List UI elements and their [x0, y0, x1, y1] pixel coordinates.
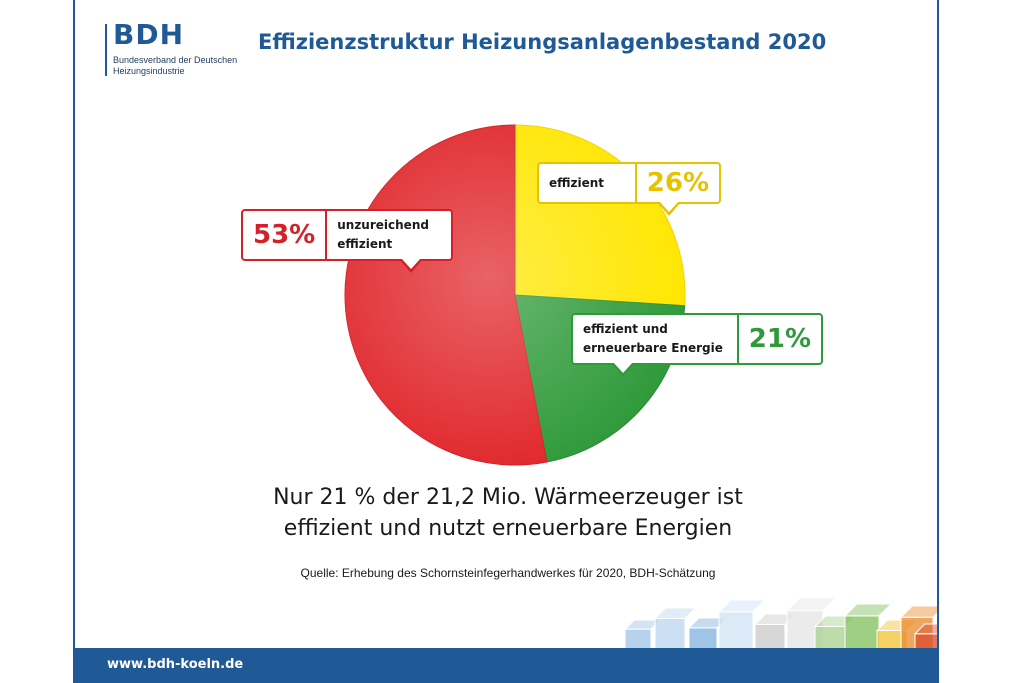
headline: Nur 21 % der 21,2 Mio. Wärmeerzeuger ist…: [75, 482, 937, 544]
footer-url-link[interactable]: www.bdh-koeln.de: [107, 657, 244, 672]
cube-face: [654, 618, 686, 650]
chart-title: Effizienzstruktur Heizungsanlagenbestand…: [258, 30, 827, 54]
callout-tail-fill: [401, 258, 421, 269]
callout-unzureichend: 53% unzureichend effizient: [241, 209, 453, 273]
callout-erneuerbar: effizient und erneuerbare Energie 21%: [571, 313, 823, 377]
cube-face: [754, 624, 786, 650]
callout-effizient-label: effizient: [549, 175, 605, 190]
callout-unzureichend-label: unzureichend effizient: [327, 216, 439, 254]
callout-effizient: effizient 26%: [537, 162, 721, 216]
cube-face: [814, 626, 846, 650]
callout-erneuerbar-label: effizient und erneuerbare Energie: [573, 320, 733, 358]
callout-divider: [634, 164, 637, 202]
callout-erneuerbar-value: 21%: [748, 324, 811, 354]
source-note: Quelle: Erhebung des Schornsteinfegerhan…: [300, 566, 716, 580]
infographic-frame: BDH Bundesverband der Deutschen Heizungs…: [73, 0, 939, 683]
logo-subtitle: Bundesverband der Deutschen Heizungsindu…: [113, 55, 238, 76]
callout-divider: [325, 211, 328, 259]
cube-top: [913, 623, 937, 635]
callout-effizient-value: 26%: [646, 168, 709, 198]
headline-line1: Nur 21 % der 21,2 Mio. Wärmeerzeuger ist: [273, 485, 743, 510]
callout-unzureichend-line1: unzureichend: [337, 218, 429, 232]
cube-face: [718, 611, 754, 650]
logo-name: BDH: [113, 18, 185, 51]
cube-top: [653, 607, 697, 619]
cube-top: [717, 599, 767, 613]
callout-tail-fill: [613, 362, 633, 373]
callout-erneuerbar-line1: effizient und: [583, 322, 668, 336]
cube-face: [624, 628, 652, 650]
callout-tail-fill: [659, 201, 679, 212]
cube-top: [785, 597, 837, 612]
footer-bar: www.bdh-koeln.de: [75, 648, 937, 683]
headline-line2: effizient und nutzt erneuerbare Energien: [283, 516, 733, 541]
logo-bar: [105, 24, 107, 76]
cube-top: [899, 605, 937, 618]
cube-face: [688, 627, 718, 650]
callout-erneuerbar-line2: erneuerbare Energie: [583, 341, 723, 355]
cube-face: [844, 615, 880, 650]
decorative-cubes: [623, 597, 937, 650]
callout-unzureichend-line2: effizient: [337, 237, 393, 251]
cube-top: [843, 603, 893, 617]
callout-unzureichend-value: 53%: [253, 220, 316, 250]
callout-divider: [736, 315, 739, 363]
